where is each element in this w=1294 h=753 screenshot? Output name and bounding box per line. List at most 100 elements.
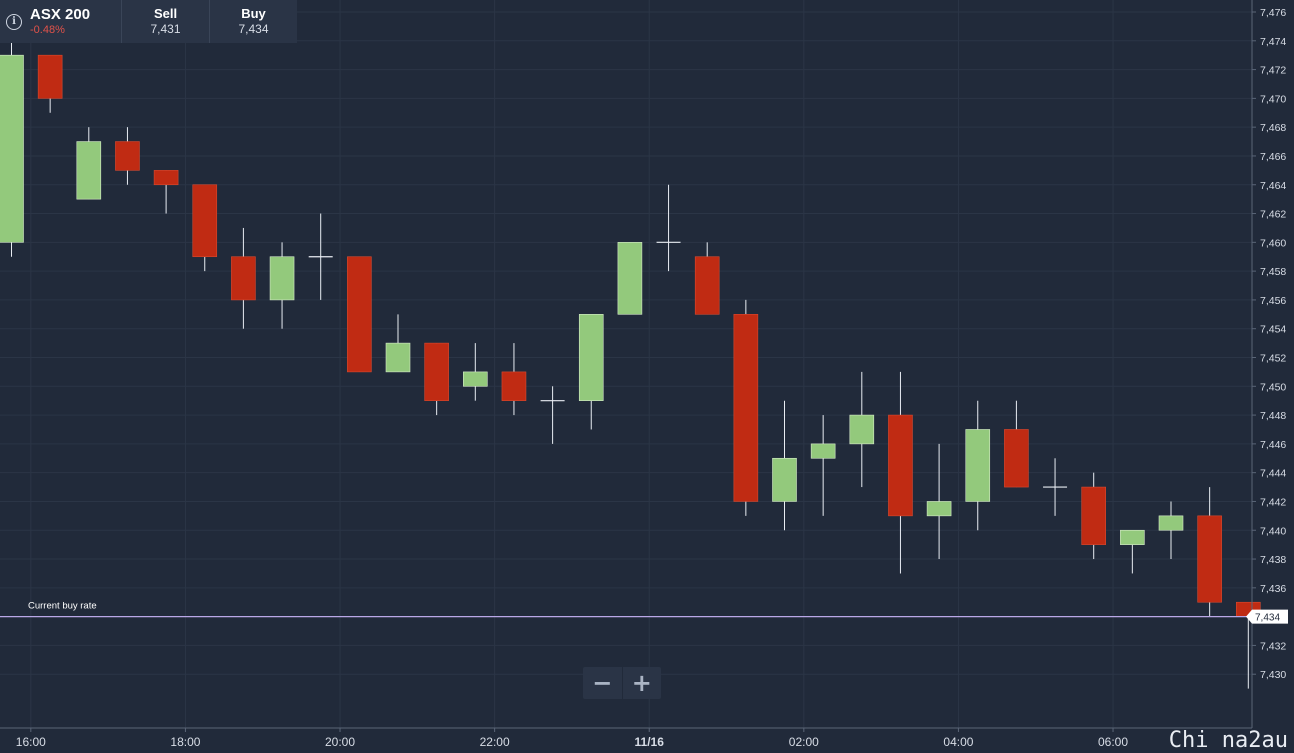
minus-icon: −: [592, 669, 613, 697]
buy-button[interactable]: Buy 7,434: [210, 0, 297, 43]
x-tick-label: 06:00: [1098, 735, 1128, 749]
y-tick-label: 7,450: [1260, 381, 1286, 393]
candle: [540, 386, 565, 444]
candle: [1120, 529, 1145, 574]
candle-body: [153, 170, 179, 186]
candle-body: [115, 141, 140, 171]
candle-body: [385, 342, 411, 373]
candle: [656, 184, 681, 272]
candle: [37, 54, 63, 113]
candle-body: [462, 371, 488, 387]
y-tick-label: 7,476: [1260, 7, 1286, 19]
candle: [308, 213, 333, 300]
info-icon[interactable]: i: [6, 13, 22, 30]
y-tick-label: 7,452: [1260, 353, 1286, 365]
candle: [1004, 400, 1029, 488]
y-tick-label: 7,460: [1260, 237, 1286, 249]
candle: [1197, 487, 1222, 617]
candle-body: [1004, 429, 1029, 488]
candle-body: [1158, 515, 1184, 531]
candle-body: [578, 314, 604, 401]
sell-price: 7,431: [150, 22, 181, 36]
y-tick-label: 7,444: [1260, 468, 1286, 480]
instrument-header: i ASX 200 -0.48% Sell 7,431 Buy 7,434: [0, 0, 297, 43]
candle: [0, 40, 24, 257]
x-tick-label: 18:00: [170, 735, 200, 749]
current-rate-label: Current buy rate: [28, 601, 97, 612]
candle-body: [1081, 486, 1106, 545]
x-tick-label: 02:00: [789, 735, 819, 749]
y-tick-label: 7,468: [1260, 122, 1286, 134]
candle: [810, 415, 836, 516]
sell-label: Sell: [153, 6, 178, 21]
zoom-controls: − +: [583, 667, 661, 699]
x-tick-label: 11/16: [635, 735, 665, 749]
instrument-change: -0.48%: [30, 24, 65, 36]
candle-body: [849, 414, 875, 445]
instrument-info: i ASX 200 -0.48%: [0, 0, 122, 43]
zoom-in-button[interactable]: +: [623, 667, 662, 699]
candle: [578, 314, 604, 430]
watermark: Chi na2au: [1168, 728, 1288, 753]
x-tick-label: 16:00: [16, 735, 46, 749]
zoom-out-button[interactable]: −: [583, 667, 623, 699]
candle-body: [772, 457, 797, 502]
candle-body: [269, 256, 295, 301]
y-tick-label: 7,430: [1260, 669, 1286, 681]
x-tick-label: 22:00: [480, 735, 510, 749]
candle-body: [810, 443, 836, 459]
y-tick-label: 7,456: [1260, 295, 1286, 307]
candle: [424, 342, 449, 416]
current-rate: Current buy rate 7,434: [0, 601, 1288, 624]
candle-body: [694, 256, 720, 315]
current-rate-value: 7,434: [1255, 613, 1280, 624]
candle-body: [76, 141, 102, 200]
candle: [1081, 472, 1106, 560]
candle-body: [926, 501, 952, 517]
current-rate-tag: [1246, 609, 1288, 624]
y-tick-label: 7,440: [1260, 525, 1286, 537]
candle-body: [965, 429, 991, 502]
candle: [76, 127, 102, 200]
candle: [965, 400, 991, 531]
x-tick-label: 20:00: [325, 735, 355, 749]
candle: [115, 127, 140, 185]
candles: [0, 40, 1261, 689]
y-tick-label: 7,464: [1260, 180, 1286, 192]
candle: [1158, 501, 1184, 560]
y-tick-label: 7,474: [1260, 36, 1286, 48]
candle-body: [192, 184, 218, 258]
y-tick-label: 7,448: [1260, 410, 1286, 422]
y-tick-label: 7,432: [1260, 640, 1286, 652]
candle: [694, 242, 720, 315]
buy-label: Buy: [241, 6, 266, 21]
candle-body: [231, 256, 256, 301]
candle: [462, 343, 488, 401]
candle: [153, 170, 179, 214]
candle: [888, 371, 913, 574]
candle-body: [1197, 515, 1222, 603]
grid: [0, 0, 1252, 728]
y-tick-label: 7,472: [1260, 65, 1286, 77]
y-tick-label: 7,470: [1260, 93, 1286, 105]
y-tick-label: 7,454: [1260, 324, 1286, 336]
candle: [269, 242, 295, 329]
instrument-name: ASX 200: [30, 6, 91, 23]
candle-body: [1120, 529, 1145, 545]
candle-body: [424, 342, 449, 401]
y-tick-label: 7,466: [1260, 151, 1286, 163]
y-tick-label: 7,446: [1260, 439, 1286, 451]
candle: [347, 256, 372, 373]
y-tick-label: 7,462: [1260, 209, 1286, 221]
candle-body: [37, 54, 63, 99]
candle: [617, 242, 643, 315]
candle-body: [617, 242, 643, 315]
candle-body: [888, 414, 913, 517]
plus-icon: +: [631, 669, 652, 697]
y-tick-label: 7,458: [1260, 266, 1286, 278]
candle-body: [347, 256, 372, 373]
sell-button[interactable]: Sell 7,431: [122, 0, 210, 43]
candle: [231, 227, 256, 329]
